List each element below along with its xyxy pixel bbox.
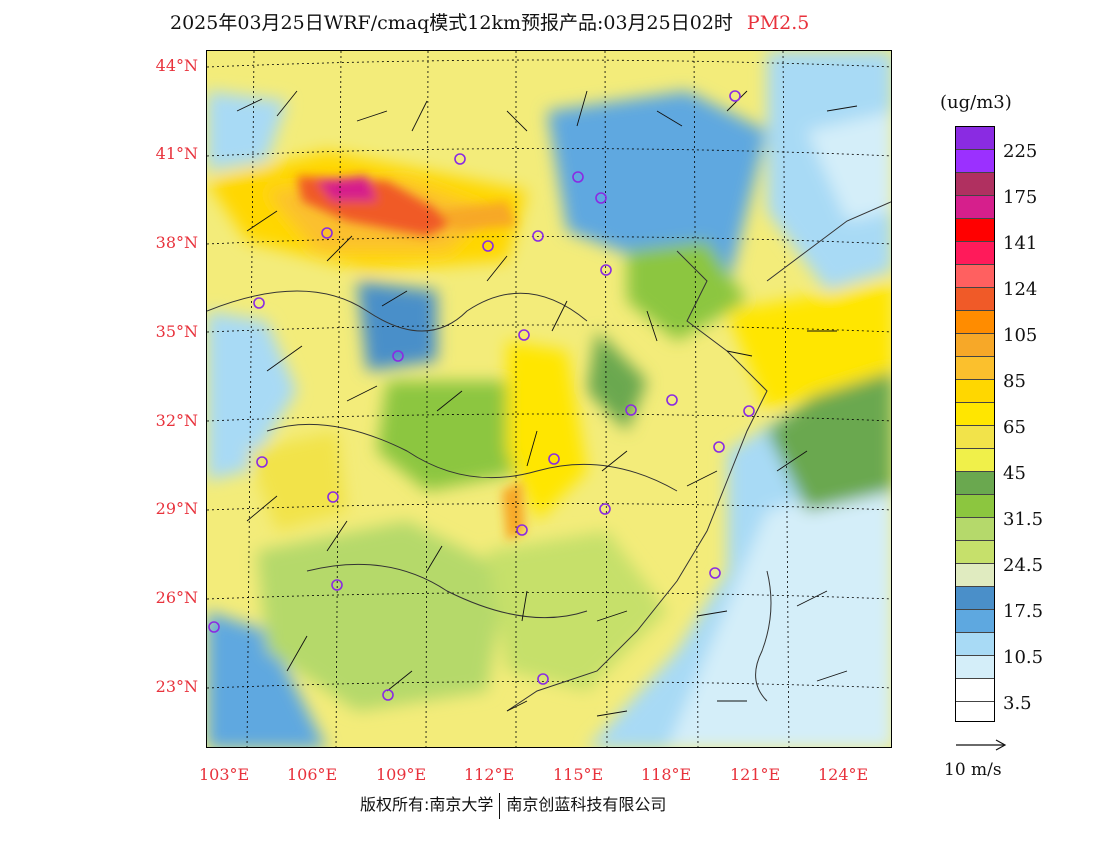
lon-label-106: 106°E [287,765,338,784]
legend-swatch [956,334,994,357]
legend-swatch [956,518,994,541]
copyright: 版权所有:南京大学 南京创蓝科技有限公司 [360,791,666,819]
legend-label-3-5: 3.5 [1003,693,1032,714]
lon-label-115: 115°E [553,765,604,784]
copyright-right: 南京创蓝科技有限公司 [506,795,667,814]
legend-label-124: 124 [1003,279,1038,300]
city-markers [208,90,755,701]
legend-label-225: 225 [1003,141,1038,162]
legend-swatch [956,587,994,610]
legend-swatch [956,196,994,219]
legend-swatch [956,403,994,426]
lat-label-29: 29°N [155,499,198,518]
legend-label-45: 45 [1003,463,1026,484]
legend-label-65: 65 [1003,417,1026,438]
legend-swatch [956,173,994,196]
title-text: 2025年03月25日WRF/cmaq模式12km预报产品:03月25日02时 [170,12,733,34]
boundaries [207,201,891,712]
wind-reference-arrow-icon [956,739,1007,751]
copyright-divider [499,792,501,819]
lon-label-112: 112°E [464,765,515,784]
map-canvas [207,51,891,747]
legend-swatch [956,656,994,679]
legend-label-85: 85 [1003,371,1026,392]
legend-swatch [956,633,994,656]
lat-label-38: 38°N [155,233,198,252]
legend-swatch [956,127,994,150]
legend-swatch [956,541,994,564]
legend-label-141: 141 [1003,233,1038,254]
legend-swatch [956,357,994,380]
legend-swatch [956,610,994,633]
legend-unit: (ug/m3) [940,92,1012,113]
concentration-field [207,51,891,747]
copyright-left: 版权所有:南京大学 [360,795,494,814]
legend-label-17-5: 17.5 [1003,601,1044,622]
lat-label-41: 41°N [155,144,198,163]
lon-label-118: 118°E [641,765,692,784]
lat-label-44: 44°N [155,56,198,75]
legend-swatch [956,311,994,334]
legend-swatch [956,150,994,173]
wind-vectors [236,90,858,717]
legend-swatch [956,564,994,587]
wind-reference-label: 10 m/s [944,760,1002,780]
lat-label-23: 23°N [155,677,198,696]
legend-swatch [956,265,994,288]
legend-swatch [956,472,994,495]
lon-label-124: 124°E [818,765,869,784]
graticule [207,51,891,747]
lon-label-103: 103°E [199,765,250,784]
forecast-map [206,50,892,748]
legend-swatch [956,288,994,311]
color-scale [955,126,995,722]
legend-swatch [956,426,994,449]
legend-label-24-5: 24.5 [1003,555,1044,576]
legend-label-175: 175 [1003,187,1038,208]
lat-label-26: 26°N [155,588,198,607]
legend-label-31-5: 31.5 [1003,509,1044,530]
lat-label-35: 35°N [155,322,198,341]
chart-title: 2025年03月25日WRF/cmaq模式12km预报产品:03月25日02时 P… [170,8,970,35]
legend-swatch [956,679,994,702]
legend-label-10-5: 10.5 [1003,647,1044,668]
product-label: PM2.5 [746,12,810,34]
hotspot-field [297,176,525,541]
legend-swatch [956,495,994,518]
legend-swatch [956,219,994,242]
legend-label-105: 105 [1003,325,1038,346]
legend-swatch [956,449,994,472]
legend-swatch [956,242,994,265]
lon-label-109: 109°E [376,765,427,784]
lat-label-32: 32°N [155,411,198,430]
lon-label-121: 121°E [730,765,781,784]
legend-swatch [956,380,994,403]
